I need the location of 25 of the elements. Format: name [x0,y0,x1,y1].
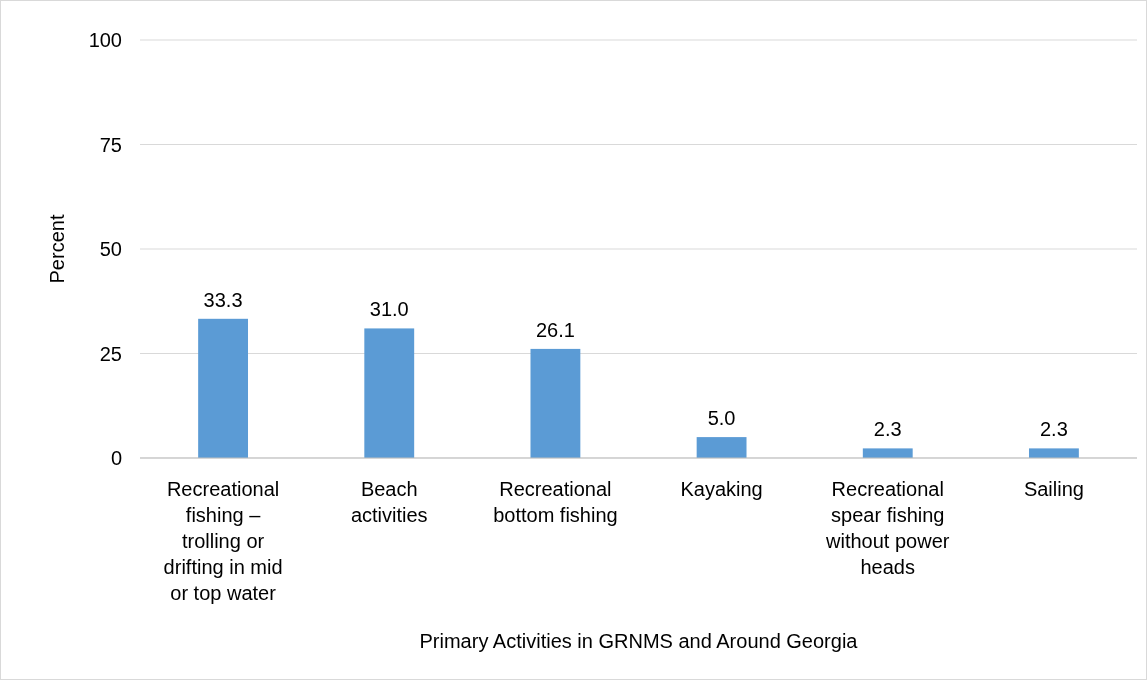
x-tick-label: Recreational fishing – trolling or drifting in mid or top water [163,478,283,604]
data-label: 2.3 [1040,418,1068,441]
x-tick-label: Kayaking [680,478,763,500]
data-label: 2.3 [873,418,902,441]
x-tick-label: Recreational bottom fishing [493,478,618,526]
bar [696,437,747,458]
x-axis-title: Primary Activities in GRNMS and Around Georgia [419,630,859,652]
y-tick-label: 75 [99,133,122,156]
bar [862,448,913,458]
data-label: 33.3 [203,288,243,311]
bar [364,328,415,458]
y-axis-title: Percent [46,214,68,284]
y-tick-label: 50 [99,238,122,260]
y-tick-label: 100 [88,29,122,51]
data-label: 5.0 [707,407,736,430]
data-label: 31.0 [369,298,409,321]
bar [530,348,581,458]
x-tick-label: Sailing [1023,478,1084,500]
x-tick-label: Beach activities [350,478,428,526]
bar [198,318,249,458]
y-tick-label: 0 [110,447,122,469]
bar [1028,448,1079,458]
data-label: 26.1 [535,318,575,341]
x-tick-label: Recreational spear fishing without power heads [825,478,950,578]
y-tick-label: 25 [99,342,122,365]
